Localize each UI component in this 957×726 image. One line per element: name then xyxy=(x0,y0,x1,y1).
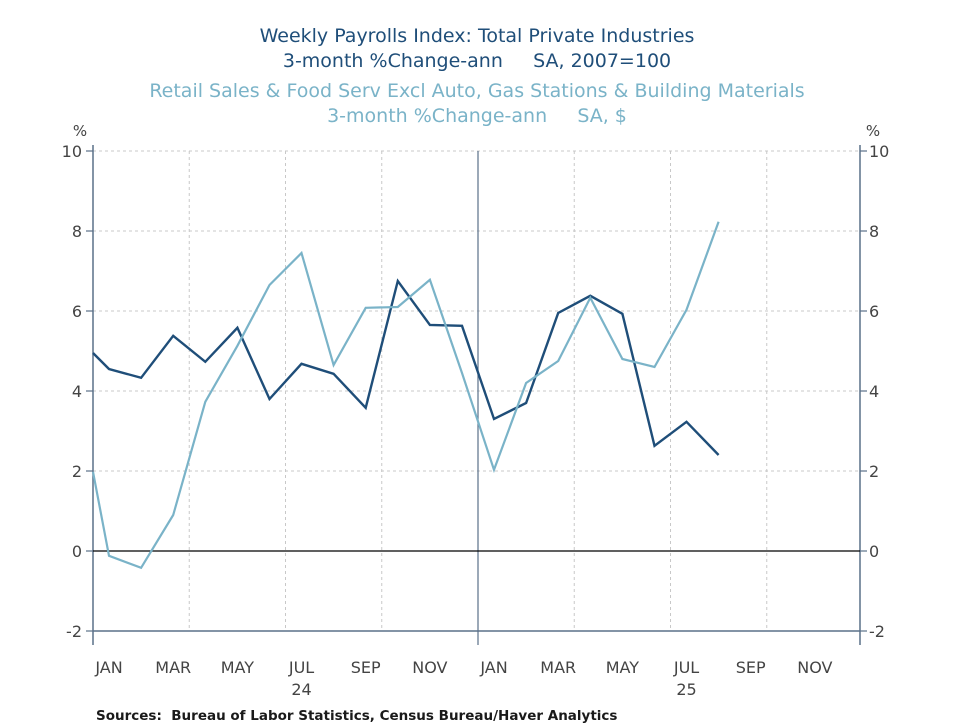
axes xyxy=(92,145,861,645)
right-y-ticks: -2 0 2 4 6 8 10 xyxy=(860,142,889,641)
left-axis-unit: % xyxy=(73,122,87,140)
series-line-retail xyxy=(91,221,720,570)
left-y-tick-label: 6 xyxy=(72,302,82,321)
left-y-tick-label: 0 xyxy=(72,542,82,561)
right-y-tick-label: 4 xyxy=(869,382,879,401)
x-tick-label: MAY xyxy=(221,658,255,677)
series-line-payrolls xyxy=(92,278,720,456)
x-ticks: JAN MAR MAY JUL SEP NOV JAN MAR MAY JUL SEP NOV 24 25 xyxy=(94,658,832,699)
x-year-label: 24 xyxy=(291,680,311,699)
left-y-tick-label: 4 xyxy=(72,382,82,401)
right-y-tick-label: 2 xyxy=(869,462,879,481)
title-line-2: 3-month %Change-ann SA, 2007=100 xyxy=(283,50,671,72)
x-tick-label: NOV xyxy=(412,658,447,677)
x-tick-label: JAN xyxy=(479,658,507,677)
x-tick-label: SEP xyxy=(736,658,766,677)
x-tick-label: MAR xyxy=(540,658,576,677)
x-tick-label: NOV xyxy=(797,658,832,677)
chart-titles: Weekly Payrolls Index: Total Private Ind… xyxy=(149,25,804,127)
x-year-label: 25 xyxy=(676,680,696,699)
title-line-1: Weekly Payrolls Index: Total Private Ind… xyxy=(260,25,695,47)
x-tick-label: JUL xyxy=(673,658,699,677)
x-tick-label: MAR xyxy=(155,658,191,677)
title-line-3: Retail Sales & Food Serv Excl Auto, Gas … xyxy=(149,80,804,102)
left-y-tick-label: -2 xyxy=(66,622,82,641)
left-y-tick-label: 10 xyxy=(62,142,82,161)
series-lines xyxy=(91,221,720,570)
x-tick-label: SEP xyxy=(351,658,381,677)
x-tick-label: MAY xyxy=(606,658,640,677)
right-y-tick-label: 6 xyxy=(869,302,879,321)
left-y-ticks: -2 0 2 4 6 8 10 xyxy=(62,142,93,641)
right-y-tick-label: 10 xyxy=(869,142,889,161)
right-y-tick-label: 8 xyxy=(869,222,879,241)
left-y-tick-label: 2 xyxy=(72,462,82,481)
left-y-tick-label: 8 xyxy=(72,222,82,241)
x-tick-label: JAN xyxy=(94,658,122,677)
gridlines xyxy=(93,150,860,631)
source-note: Sources: Bureau of Labor Statistics, Cen… xyxy=(96,708,617,724)
right-y-tick-label: 0 xyxy=(869,542,879,561)
x-tick-label: JUL xyxy=(288,658,314,677)
title-line-4: 3-month %Change-ann SA, $ xyxy=(327,105,627,127)
right-axis-unit: % xyxy=(866,122,880,140)
right-y-tick-label: -2 xyxy=(869,622,885,641)
